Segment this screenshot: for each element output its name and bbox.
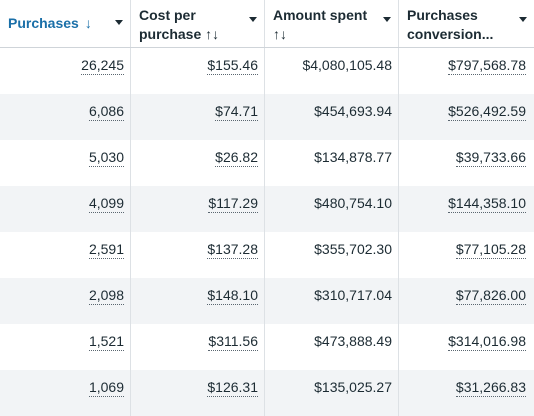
table-row: 1,521 $311.56 $473,888.49 $314,016.98 — [0, 324, 534, 370]
cost-per-purchase-cell[interactable]: $126.31 — [131, 370, 265, 416]
spent-value: $355,702.30 — [314, 241, 392, 257]
cost-value[interactable]: $155.46 — [207, 57, 258, 75]
cost-value[interactable]: $26.82 — [215, 149, 258, 167]
conversion-value[interactable]: $526,492.59 — [448, 103, 526, 121]
table-row: 2,098 $148.10 $310,717.04 $77,826.00 — [0, 278, 534, 324]
purchases-cell[interactable]: 2,098 — [0, 278, 131, 324]
purchases-value[interactable]: 5,030 — [88, 149, 124, 167]
cost-per-purchase-cell[interactable]: $117.29 — [131, 186, 265, 232]
conversion-cell[interactable]: $314,016.98 — [399, 324, 534, 370]
cost-per-purchase-cell[interactable]: $311.56 — [131, 324, 265, 370]
spent-value: $454,693.94 — [314, 103, 392, 119]
amount-spent-cell: $134,878.77 — [265, 140, 399, 186]
purchases-value[interactable]: 4,099 — [88, 195, 124, 213]
purchases-cell[interactable]: 6,086 — [0, 94, 131, 140]
conversion-value[interactable]: $77,826.00 — [455, 287, 526, 305]
purchases-cell[interactable]: 26,245 — [0, 48, 131, 94]
column-header-purchases-conversion[interactable]: Purchases conversion... — [399, 0, 534, 47]
spent-value: $310,717.04 — [314, 287, 392, 303]
conversion-value[interactable]: $77,105.28 — [455, 241, 526, 259]
table-row: 5,030 $26.82 $134,878.77 $39,733.66 — [0, 140, 534, 186]
conversion-cell[interactable]: $77,826.00 — [399, 278, 534, 324]
column-menu-icon[interactable] — [519, 17, 527, 22]
purchases-value[interactable]: 2,591 — [88, 241, 124, 259]
cost-value[interactable]: $126.31 — [207, 379, 258, 397]
spent-value: $473,888.49 — [314, 333, 392, 349]
column-header-label-line2: conversion... — [407, 26, 494, 42]
column-header-label: Amount spent — [273, 7, 368, 23]
amount-spent-cell: $473,888.49 — [265, 324, 399, 370]
cost-value[interactable]: $148.10 — [207, 287, 258, 305]
amount-spent-cell: $310,717.04 — [265, 278, 399, 324]
cost-value[interactable]: $311.56 — [208, 333, 258, 351]
purchases-value[interactable]: 6,086 — [88, 103, 124, 121]
conversion-value[interactable]: $144,358.10 — [448, 195, 526, 213]
column-header-label-line2: purchase ↑↓ — [139, 26, 220, 42]
column-header-cost-per-purchase[interactable]: Cost per purchase ↑↓ — [131, 0, 265, 47]
cost-per-purchase-cell[interactable]: $74.71 — [131, 94, 265, 140]
purchases-cell[interactable]: 5,030 — [0, 140, 131, 186]
sort-toggle-icon[interactable]: ↑↓ — [273, 26, 287, 42]
purchases-cell[interactable]: 1,069 — [0, 370, 131, 416]
amount-spent-cell: $355,702.30 — [265, 232, 399, 278]
table-row: 26,245 $155.46 $4,080,105.48 $797,568.78 — [0, 48, 534, 94]
column-menu-icon[interactable] — [115, 20, 123, 25]
table-row: 6,086 $74.71 $454,693.94 $526,492.59 — [0, 94, 534, 140]
conversion-value[interactable]: $31,266.83 — [455, 379, 526, 397]
cost-value[interactable]: $74.71 — [215, 103, 258, 121]
cost-per-purchase-cell[interactable]: $137.28 — [131, 232, 265, 278]
cost-per-purchase-cell[interactable]: $148.10 — [131, 278, 265, 324]
amount-spent-cell: $454,693.94 — [265, 94, 399, 140]
purchases-value[interactable]: 2,098 — [88, 287, 124, 305]
spent-value: $135,025.27 — [314, 379, 392, 395]
conversion-cell[interactable]: $39,733.66 — [399, 140, 534, 186]
purchases-cell[interactable]: 4,099 — [0, 186, 131, 232]
amount-spent-cell: $135,025.27 — [265, 370, 399, 416]
conversion-value[interactable]: $39,733.66 — [455, 149, 526, 167]
table-header: Purchases ↓ Cost per purchase ↑↓ Amount … — [0, 0, 534, 48]
purchases-value[interactable]: 26,245 — [81, 57, 124, 75]
spent-value: $480,754.10 — [314, 195, 392, 211]
column-header-purchases[interactable]: Purchases ↓ — [0, 0, 131, 47]
conversion-cell[interactable]: $77,105.28 — [399, 232, 534, 278]
conversion-value[interactable]: $797,568.78 — [448, 57, 526, 75]
spent-value: $4,080,105.48 — [302, 57, 392, 73]
column-header-label: Purchases — [8, 15, 79, 31]
conversion-value[interactable]: $314,016.98 — [448, 333, 526, 351]
sort-descending-icon: ↓ — [84, 15, 92, 31]
purchases-cell[interactable]: 1,521 — [0, 324, 131, 370]
conversion-cell[interactable]: $797,568.78 — [399, 48, 534, 94]
purchases-cell[interactable]: 2,591 — [0, 232, 131, 278]
conversion-cell[interactable]: $31,266.83 — [399, 370, 534, 416]
cost-value[interactable]: $137.28 — [207, 241, 258, 259]
purchases-value[interactable]: 1,521 — [88, 333, 124, 351]
table-row: 2,591 $137.28 $355,702.30 $77,105.28 — [0, 232, 534, 278]
amount-spent-cell: $480,754.10 — [265, 186, 399, 232]
cost-value[interactable]: $117.29 — [208, 195, 258, 213]
column-header-amount-spent[interactable]: Amount spent ↑↓ — [265, 0, 399, 47]
amount-spent-cell: $4,080,105.48 — [265, 48, 399, 94]
cost-per-purchase-cell[interactable]: $26.82 — [131, 140, 265, 186]
column-header-label: Cost per — [139, 7, 196, 23]
column-menu-icon[interactable] — [383, 17, 391, 22]
cost-per-purchase-cell[interactable]: $155.46 — [131, 48, 265, 94]
table-row: 1,069 $126.31 $135,025.27 $31,266.83 — [0, 370, 534, 416]
table-row: 4,099 $117.29 $480,754.10 $144,358.10 — [0, 186, 534, 232]
purchases-value[interactable]: 1,069 — [88, 379, 124, 397]
column-header-label: Purchases — [407, 7, 478, 23]
column-menu-icon[interactable] — [249, 17, 257, 22]
spent-value: $134,878.77 — [314, 149, 392, 165]
conversion-cell[interactable]: $526,492.59 — [399, 94, 534, 140]
conversion-cell[interactable]: $144,358.10 — [399, 186, 534, 232]
